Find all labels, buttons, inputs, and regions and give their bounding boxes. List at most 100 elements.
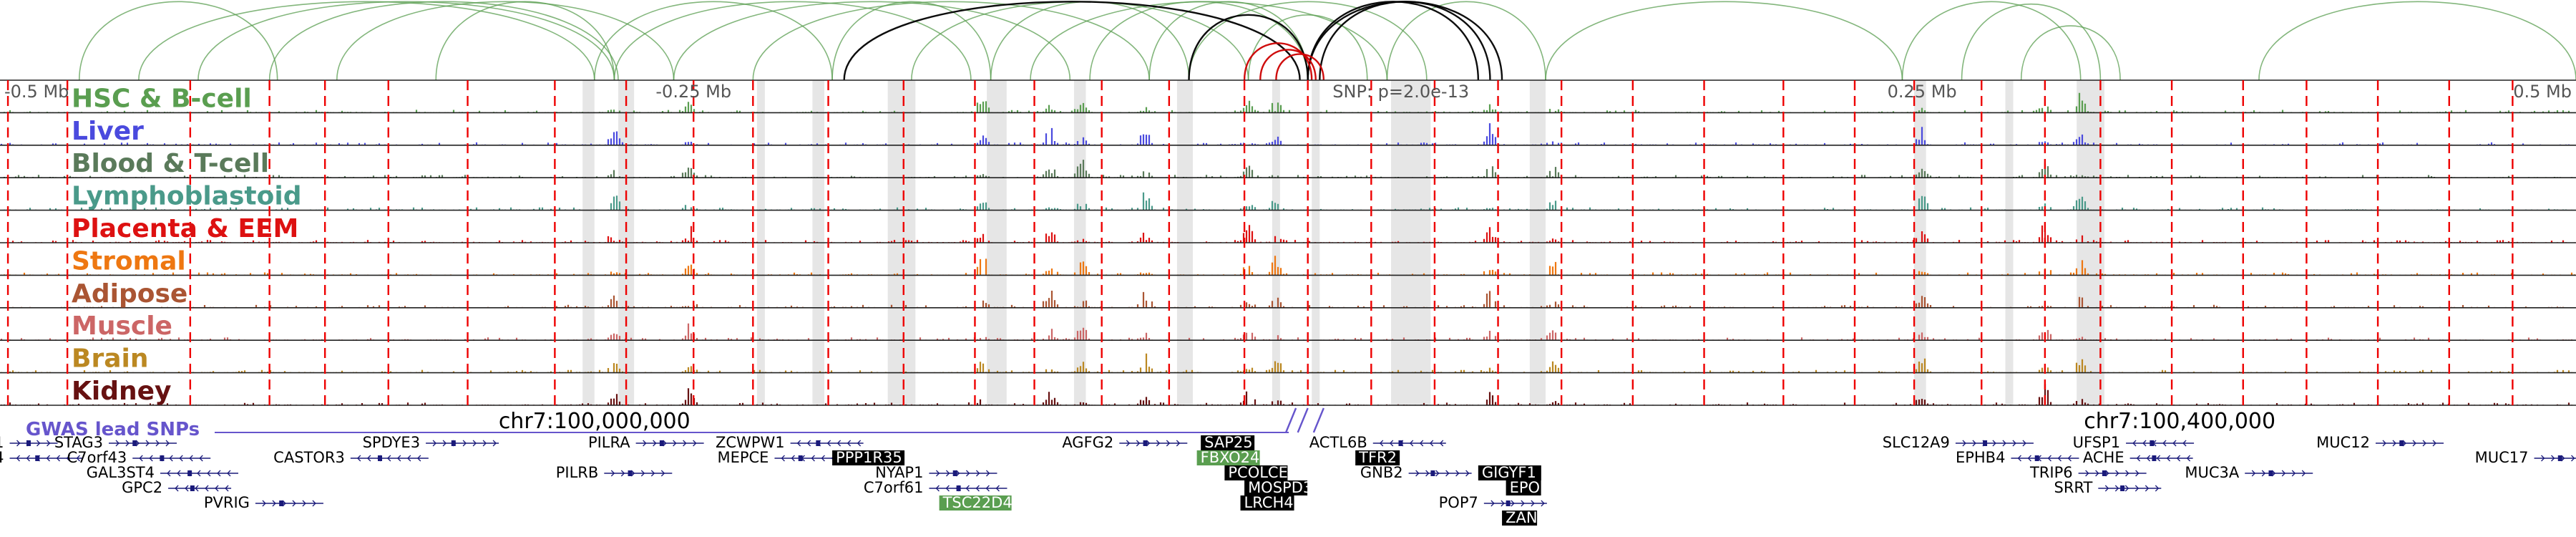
signal-0 bbox=[3, 92, 2576, 113]
loop-arc bbox=[752, 1, 1150, 81]
gene-exon bbox=[2557, 455, 2562, 461]
relative-tick-label: 0.5 Mb bbox=[2513, 82, 2572, 102]
gene-label: TSC22D4 bbox=[942, 494, 1013, 511]
gene-label: MUC12 bbox=[2316, 434, 2370, 451]
gene-label: AGFG2 bbox=[1062, 434, 1113, 451]
loop-arc bbox=[613, 1, 972, 81]
gene-exon bbox=[659, 440, 664, 446]
gene-strand-arrows bbox=[610, 470, 665, 477]
gene-exon bbox=[1983, 440, 1988, 446]
gene-strand-arrows bbox=[139, 455, 203, 462]
red-dashed-markers bbox=[6, 80, 2514, 405]
gene-strand-arrows bbox=[115, 440, 170, 447]
signal-3 bbox=[3, 192, 2573, 211]
gene-label: SLC12A9 bbox=[1883, 434, 1950, 451]
gene-label: ZCWPW1 bbox=[716, 434, 785, 451]
relative-tick-label: -0.5 Mb bbox=[4, 82, 69, 102]
loop-arc bbox=[1545, 1, 1903, 81]
gene-box bbox=[1244, 480, 1308, 495]
gene-exon bbox=[628, 470, 633, 476]
loop-arc bbox=[1188, 1, 1428, 81]
loop-arc bbox=[2020, 25, 2121, 81]
gene-box bbox=[1478, 465, 1541, 480]
gene-strand-arrows bbox=[2251, 470, 2306, 477]
track-label-1: Liver bbox=[72, 117, 144, 146]
track-label-2: Blood & T-cell bbox=[72, 149, 269, 178]
gene-strand-arrows bbox=[2136, 455, 2191, 462]
gene-exon bbox=[377, 455, 382, 461]
loop-arc bbox=[1089, 1, 1309, 81]
loop-arc bbox=[2258, 1, 2576, 81]
gene-annotation-track: 1 STAG3 SPDYE3 PILRA ZCWPW1 AGFG2 SAP25 ACTL6B S… bbox=[0, 434, 2576, 526]
gene-strand-arrows bbox=[2541, 455, 2575, 462]
gwas-track: GWAS lead SNPs bbox=[26, 407, 1324, 440]
gene-label: PVRIG bbox=[204, 494, 250, 511]
loop-arc bbox=[673, 1, 1071, 81]
track-frames bbox=[0, 79, 2576, 406]
gene-label: MUC3A bbox=[2185, 464, 2240, 481]
gene-strand-arrows bbox=[2382, 440, 2436, 447]
gene-strand-arrows bbox=[167, 470, 231, 477]
track-label-0: HSC & B-cell bbox=[72, 84, 252, 113]
gene-label: MOSPD3 bbox=[1248, 479, 1312, 496]
gene-label: ZAN bbox=[1506, 509, 1537, 526]
gene-strand-arrows bbox=[1491, 500, 1545, 507]
gene-strand-arrows bbox=[936, 470, 990, 477]
gene-exon bbox=[187, 470, 192, 476]
gene-exon bbox=[1506, 500, 1511, 506]
track-label-7: Muscle bbox=[72, 311, 172, 341]
signal-2 bbox=[0, 160, 2573, 178]
track-label-5: Stromal bbox=[72, 246, 186, 276]
gene-exon bbox=[132, 440, 137, 446]
gene-label: SPDYE3 bbox=[363, 434, 420, 451]
gene-strand-arrows bbox=[175, 485, 229, 492]
loop-arc bbox=[843, 1, 1301, 81]
gene-exon bbox=[1398, 440, 1403, 446]
signal-8 bbox=[0, 353, 2576, 373]
gene-box bbox=[1355, 450, 1400, 465]
track-label-9: Kidney bbox=[72, 377, 172, 406]
accessibility-signal-tracks bbox=[0, 92, 2576, 405]
track-labels: HSC & B-cell Liver Blood & T-cell Lymphobla… bbox=[72, 84, 302, 406]
loop-arc bbox=[1386, 1, 1546, 81]
gene-label: TRIP6 bbox=[2029, 464, 2073, 481]
gene-label: SAP25 bbox=[1204, 434, 1252, 451]
loop-arc bbox=[138, 1, 595, 81]
loop-arc bbox=[1259, 49, 1317, 81]
loop-arc bbox=[435, 1, 615, 81]
gene-exon bbox=[816, 440, 821, 446]
gene-exon bbox=[1143, 440, 1148, 446]
loop-arc bbox=[990, 1, 1190, 81]
gene-box bbox=[832, 450, 905, 465]
gwas-snp-mark bbox=[1284, 407, 1297, 433]
gene-exon bbox=[952, 470, 957, 476]
gene-box bbox=[939, 495, 1012, 511]
gene-exon bbox=[190, 485, 195, 491]
loop-arc bbox=[831, 1, 992, 81]
gene-label: SRRT bbox=[2054, 479, 2092, 496]
gene-label: PILRA bbox=[588, 434, 630, 451]
gene-label: C7orf61 bbox=[864, 479, 924, 496]
gene-strand-arrows bbox=[1415, 470, 1470, 477]
gene-label: POP7 bbox=[1439, 494, 1478, 511]
gene-label: STAG3 bbox=[54, 434, 103, 451]
gene-label: EPHB4 bbox=[1956, 449, 2006, 466]
gene-label: AMTOR4 bbox=[0, 449, 4, 466]
signal-4 bbox=[0, 225, 2576, 243]
signal-9 bbox=[0, 384, 2573, 405]
loop-arc bbox=[1961, 3, 2102, 81]
gene-exon bbox=[956, 485, 961, 491]
signal-5 bbox=[0, 256, 2576, 276]
gene-strand-arrows bbox=[262, 500, 316, 507]
loop-arc bbox=[336, 1, 675, 81]
gene-exon bbox=[279, 500, 284, 506]
gene-exon bbox=[2268, 470, 2273, 476]
gene-label: PPP1R35 bbox=[836, 449, 902, 466]
relative-position-ticks: -0.5 Mb -0.25 Mb SNP: p=2.0e-13 0.25 Mb 0.5 … bbox=[4, 82, 2572, 102]
signal-6 bbox=[0, 291, 2573, 308]
gene-exon bbox=[2152, 455, 2157, 461]
gene-label: TFR2 bbox=[1358, 449, 1397, 466]
loop-arc bbox=[593, 1, 833, 81]
gene-strand-arrows bbox=[643, 440, 697, 447]
